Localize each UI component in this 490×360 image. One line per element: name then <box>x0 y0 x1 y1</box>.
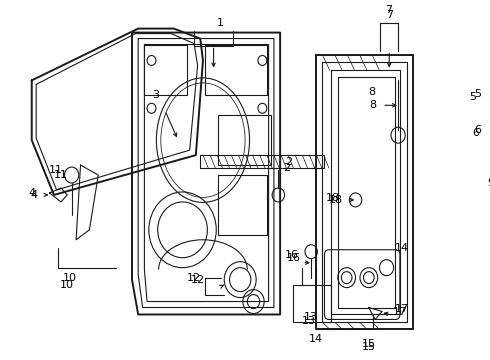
Text: 10: 10 <box>60 280 74 289</box>
Text: 12: 12 <box>187 273 201 283</box>
Text: 13: 13 <box>301 316 316 327</box>
Text: 8: 8 <box>368 87 375 97</box>
Text: 2: 2 <box>286 157 293 167</box>
Text: 13: 13 <box>304 312 318 323</box>
Text: 11: 11 <box>49 165 63 175</box>
Text: 9: 9 <box>488 178 490 188</box>
Text: 17: 17 <box>393 307 407 318</box>
Text: 7: 7 <box>386 10 393 20</box>
Text: 6: 6 <box>473 128 480 138</box>
Text: 18: 18 <box>329 195 343 205</box>
Text: 11: 11 <box>54 170 68 180</box>
Text: 14: 14 <box>394 243 409 253</box>
Text: 8: 8 <box>370 100 377 110</box>
Text: 4: 4 <box>28 188 35 198</box>
Bar <box>294 285 331 323</box>
Bar <box>444 128 462 142</box>
Text: 1: 1 <box>217 18 224 28</box>
Bar <box>218 115 271 165</box>
Text: 5: 5 <box>469 92 476 102</box>
Text: 12: 12 <box>191 275 205 285</box>
Text: 18: 18 <box>326 193 341 203</box>
Text: 6: 6 <box>474 125 482 135</box>
Text: 10: 10 <box>63 273 77 283</box>
Text: 15: 15 <box>362 342 376 352</box>
Text: 7: 7 <box>385 5 392 15</box>
Text: 16: 16 <box>287 253 300 263</box>
Text: 16: 16 <box>285 250 299 260</box>
Text: 2: 2 <box>283 163 290 173</box>
Text: 15: 15 <box>362 339 376 349</box>
Text: 14: 14 <box>309 334 323 345</box>
Text: 4: 4 <box>31 190 38 200</box>
Text: 3: 3 <box>152 90 159 100</box>
Text: 17: 17 <box>394 305 409 315</box>
Text: 5: 5 <box>474 89 482 99</box>
